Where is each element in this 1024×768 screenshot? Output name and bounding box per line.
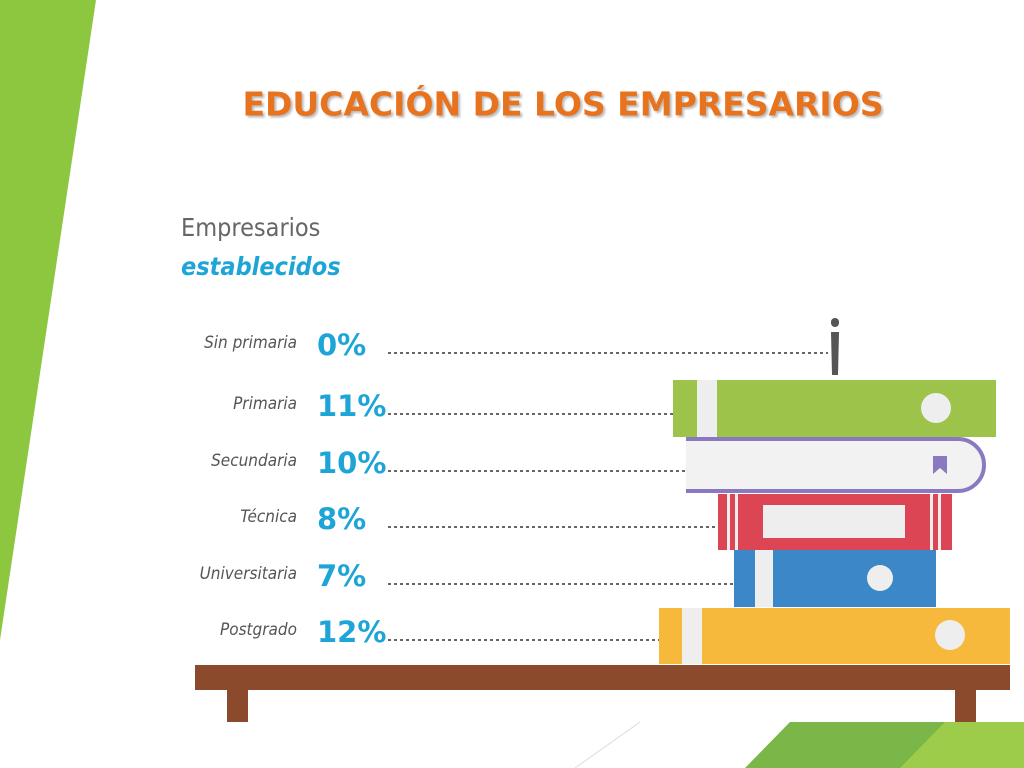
corner-shape bbox=[900, 722, 1024, 768]
row-value: 10% bbox=[317, 446, 386, 480]
shelf bbox=[195, 665, 1010, 690]
row-value: 7% bbox=[317, 559, 366, 593]
row-value: 12% bbox=[317, 615, 386, 649]
row-value: 8% bbox=[317, 502, 366, 536]
book-dot bbox=[921, 393, 951, 423]
green-stripe bbox=[0, 0, 96, 640]
exclamation bbox=[831, 318, 839, 327]
subtitle: Empresarios bbox=[181, 213, 320, 242]
book-label bbox=[763, 505, 905, 538]
row-label: Sin primaria bbox=[204, 333, 297, 353]
row-value: 0% bbox=[317, 328, 366, 362]
deco-line bbox=[574, 721, 641, 768]
shelf-leg bbox=[955, 690, 976, 722]
book-spine bbox=[697, 380, 717, 437]
book-spine bbox=[682, 608, 702, 664]
subtitle: establecidos bbox=[181, 252, 341, 281]
row-label: Postgrado bbox=[220, 620, 297, 640]
exclamation bbox=[831, 332, 839, 375]
row-label: Secundaria bbox=[211, 451, 297, 471]
row-label: Universitaria bbox=[200, 564, 297, 584]
shelf-leg bbox=[227, 690, 248, 722]
book-dot bbox=[935, 620, 965, 650]
book-spine bbox=[755, 550, 773, 607]
book-stripe bbox=[938, 494, 941, 550]
book-stripe bbox=[727, 494, 730, 550]
bookmark bbox=[933, 456, 947, 474]
row-label: Técnica bbox=[240, 507, 297, 527]
row-value: 11% bbox=[317, 389, 386, 423]
book bbox=[686, 437, 986, 493]
row-label: Primaria bbox=[233, 394, 297, 414]
book-stripe bbox=[735, 494, 738, 550]
rows: Sin primaria 0% Primaria 11% Secundaria 10% Té… bbox=[200, 328, 828, 649]
title: EDUCACIÓN DE LOS EMPRESARIOS bbox=[242, 84, 883, 124]
book-stripe bbox=[930, 494, 933, 550]
book-dot bbox=[867, 565, 893, 591]
